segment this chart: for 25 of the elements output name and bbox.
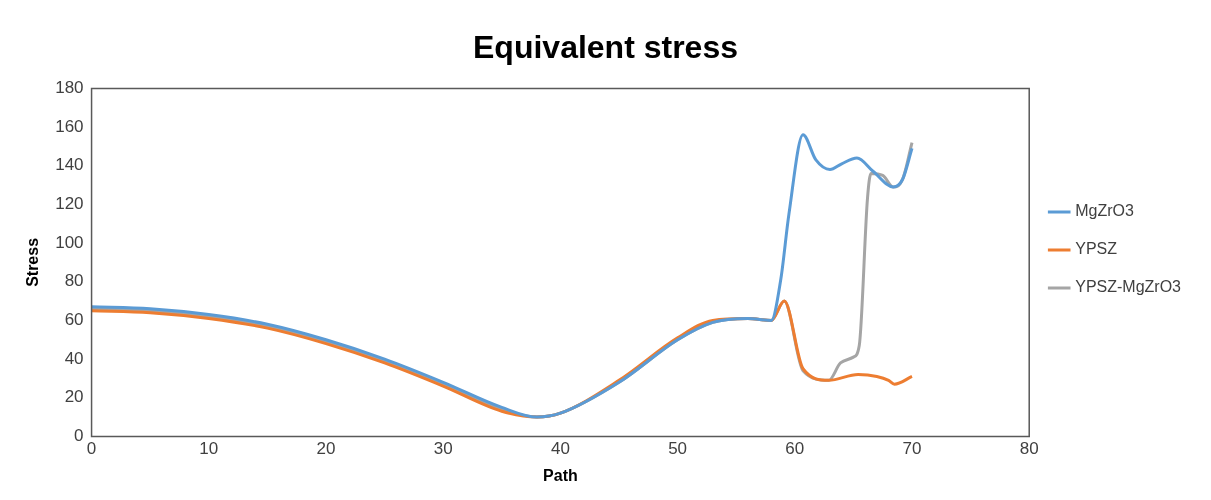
legend-label: YPSZ (1075, 240, 1118, 258)
y-tick-label: 80 (64, 271, 84, 291)
x-tick-label: 0 (86, 439, 97, 459)
y-tick-label: 140 (55, 155, 84, 175)
y-tick-label: 160 (55, 116, 84, 136)
y-tick-label: 180 (55, 78, 84, 98)
x-tick-label: 30 (433, 439, 453, 459)
legend-label: YPSZ-MgZrO3 (1075, 278, 1182, 296)
y-axis-title: Stress (24, 237, 42, 287)
y-tick-label: 100 (55, 232, 84, 252)
x-axis-title: Path (543, 466, 578, 484)
y-tick-label: 0 (74, 426, 84, 446)
x-tick-label: 10 (199, 439, 219, 459)
x-tick-label: 80 (1019, 439, 1039, 459)
x-tick-label: 20 (316, 439, 336, 459)
x-tick-label: 60 (785, 439, 805, 459)
y-tick-label: 40 (64, 348, 84, 368)
y-tick-label: 20 (64, 387, 84, 407)
x-tick-label: 40 (550, 439, 570, 459)
legend-label: MgZrO3 (1075, 202, 1134, 220)
x-tick-label: 70 (902, 439, 922, 459)
x-tick-label: 50 (668, 439, 688, 459)
chart-title: Equivalent stress (473, 29, 738, 66)
y-tick-label: 60 (64, 310, 84, 330)
y-tick-label: 120 (55, 194, 84, 214)
